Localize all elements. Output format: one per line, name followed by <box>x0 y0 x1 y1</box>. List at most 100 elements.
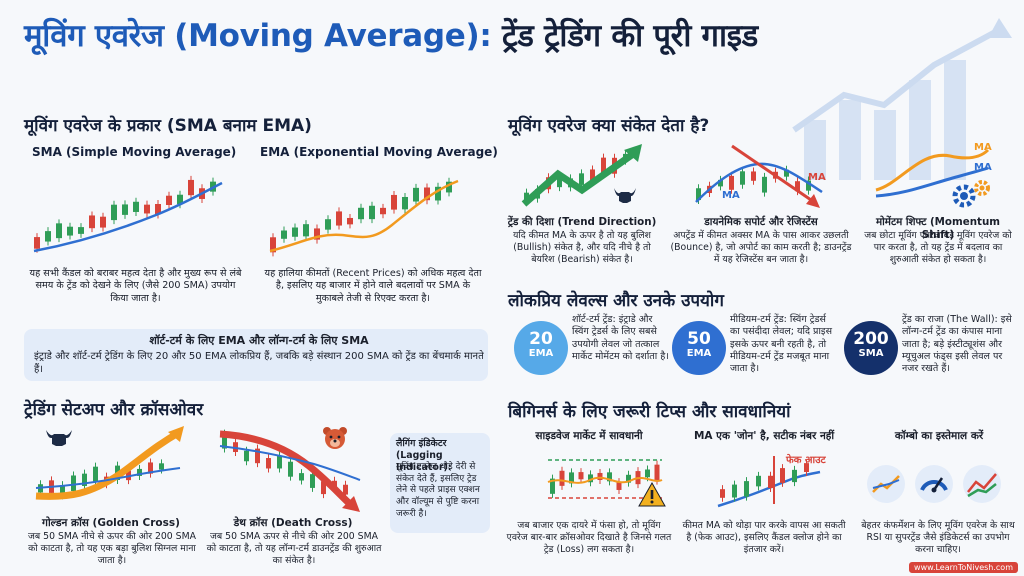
candle-body <box>732 484 737 498</box>
lagging-title: लैगिंग इंडिकेटर (Lagging Indicator): <box>396 438 452 474</box>
candle-body <box>358 207 364 220</box>
title-hindi: मूविंग एवरेज <box>24 18 164 54</box>
candle-body <box>569 472 574 484</box>
tip3-description: बेहतर कंफर्मेशन के लिए मूविंग एवरेज के स… <box>861 520 1015 556</box>
level-200-sma-badge: 200 SMA <box>844 321 898 375</box>
candle-body <box>780 468 785 483</box>
candle-body <box>336 211 342 226</box>
candle-body <box>288 461 293 477</box>
title-rest: ट्रेंड ट्रेडिंग की पूरी गाइड <box>501 18 758 54</box>
short-ma-line <box>875 148 990 192</box>
candle-body <box>696 188 701 201</box>
death-arrow-line <box>219 430 355 509</box>
candle-body <box>768 475 773 489</box>
candle-body <box>550 478 555 494</box>
candle-body <box>244 450 249 462</box>
background-trend-graphic <box>792 18 1012 180</box>
death-cross-title: डेथ क्रॉस (Death Cross) <box>233 517 353 529</box>
candle-body <box>277 455 282 469</box>
note-title: शॉर्ट-टर्म के लिए EMA और लॉन्ग-टर्म के ल… <box>149 334 369 347</box>
candle-body <box>402 196 408 210</box>
golden-sma200-line <box>35 467 181 489</box>
bull-icon <box>46 430 72 446</box>
candle-body <box>270 237 276 253</box>
sig3-description: जब छोटा मूविंग एवरेज बड़े मूविंग एवरेज क… <box>864 230 1012 266</box>
candle-body <box>299 473 304 481</box>
level-20-type: EMA <box>528 348 554 359</box>
golden-cross-title: गोल्डन क्रॉस (Golden Cross) <box>42 517 180 529</box>
trend-arrow-line <box>521 149 639 207</box>
trend-arrow-head <box>624 144 642 162</box>
sma-description: यह सभी कैंडल को बराबर महत्व देता है और म… <box>29 268 242 304</box>
golden-arrow-line <box>35 428 182 500</box>
bull-icon <box>614 188 636 203</box>
candle-body <box>756 475 761 487</box>
candle-body <box>303 224 309 237</box>
candle-body <box>188 179 194 196</box>
level-50-type: EMA <box>686 348 712 359</box>
level-200-type: SMA <box>858 348 884 359</box>
candle-body <box>806 180 811 191</box>
levels-section-title: लोकप्रिय लेवल्स और उनके उपयोग <box>508 291 724 311</box>
tip1-title: साइडवेज मार्केट में सावधानी <box>535 430 643 442</box>
level-200-number: 200 <box>853 329 889 349</box>
sig2-ma-label-right: MA <box>808 172 826 183</box>
candle-body <box>89 215 95 229</box>
candle-body <box>122 204 128 215</box>
candle-body <box>446 181 452 193</box>
candle-body <box>762 176 767 193</box>
candle-body <box>795 181 800 192</box>
candle-body <box>71 475 76 491</box>
setups-section-title: ट्रेडिंग सेटअप और क्रॉसओवर <box>24 400 204 420</box>
candle-body <box>321 481 326 495</box>
trend-line-icon <box>867 465 905 503</box>
candle-body <box>626 474 631 483</box>
candle-body <box>424 187 430 201</box>
level-20-number: 20 <box>529 329 553 349</box>
candle-body <box>557 176 562 188</box>
candle-body <box>93 466 98 482</box>
candle-body <box>82 473 87 486</box>
sig2-description: अपट्रेंड में कीमत अक्सर MA के पास आकर उछ… <box>670 230 852 266</box>
fake-out-chart <box>717 456 821 508</box>
candle-body <box>144 204 150 214</box>
sig2-title: डायनेमिक सपोर्ट और रेजिस्टेंस <box>704 216 818 228</box>
warning-icon <box>638 482 666 507</box>
candle-body <box>292 227 298 237</box>
candle-body <box>601 157 606 174</box>
candle-body <box>804 463 809 473</box>
candle-body <box>751 171 756 181</box>
candle-body <box>56 223 62 239</box>
momentum-shift-chart <box>875 148 990 198</box>
candle-body <box>111 204 117 221</box>
gear-icon <box>952 180 990 208</box>
candle-body <box>524 192 529 202</box>
candle-body <box>616 482 622 490</box>
tips-section-title: बिगिनर्स के लिए जरूरी टिप्स और सावधानिया… <box>508 402 791 422</box>
trend-direction-chart <box>521 144 642 207</box>
title-english: (Moving Average): <box>174 18 492 54</box>
level-20-description: शॉर्ट-टर्म ट्रेंड: इंट्राडे और स्विंग ट्… <box>572 314 669 363</box>
golden-cross-chart <box>35 426 184 500</box>
candle-body <box>740 171 745 185</box>
death-cross-chart <box>219 429 361 512</box>
ema-chart <box>269 177 459 257</box>
candle-body <box>325 219 331 230</box>
level-50-description: मीडियम-टर्म ट्रेंड: स्विंग ट्रेडर्स का प… <box>730 314 832 375</box>
candle-body <box>413 187 419 202</box>
level-200-description: ट्रेंड का राजा (The Wall): इसे लॉन्ग-टर्… <box>902 314 1012 375</box>
candle-body <box>588 474 593 483</box>
tip1-description: जब बाजार एक दायरे में फंसा हो, तो मूविंग… <box>506 520 672 556</box>
gauge-icon <box>915 465 953 503</box>
tip3-title: कॉम्बो का इस्तेमाल करें <box>894 430 984 442</box>
sma-line <box>33 181 223 253</box>
sma-label: SMA (Simple Moving Average) <box>32 145 237 159</box>
golden-cross-description: जब 50 SMA नीचे से ऊपर की ओर 200 SMA को क… <box>28 531 196 567</box>
types-section-title: मूविंग एवरेज के प्रकार (SMA बनाम EMA) <box>24 116 312 136</box>
candle-body <box>67 226 73 236</box>
combo-chart-icon <box>963 465 1001 503</box>
resistance-arrow-line <box>731 144 815 204</box>
candle-body <box>369 205 375 220</box>
candle-body <box>343 484 348 495</box>
support-resistance-chart <box>695 144 823 208</box>
